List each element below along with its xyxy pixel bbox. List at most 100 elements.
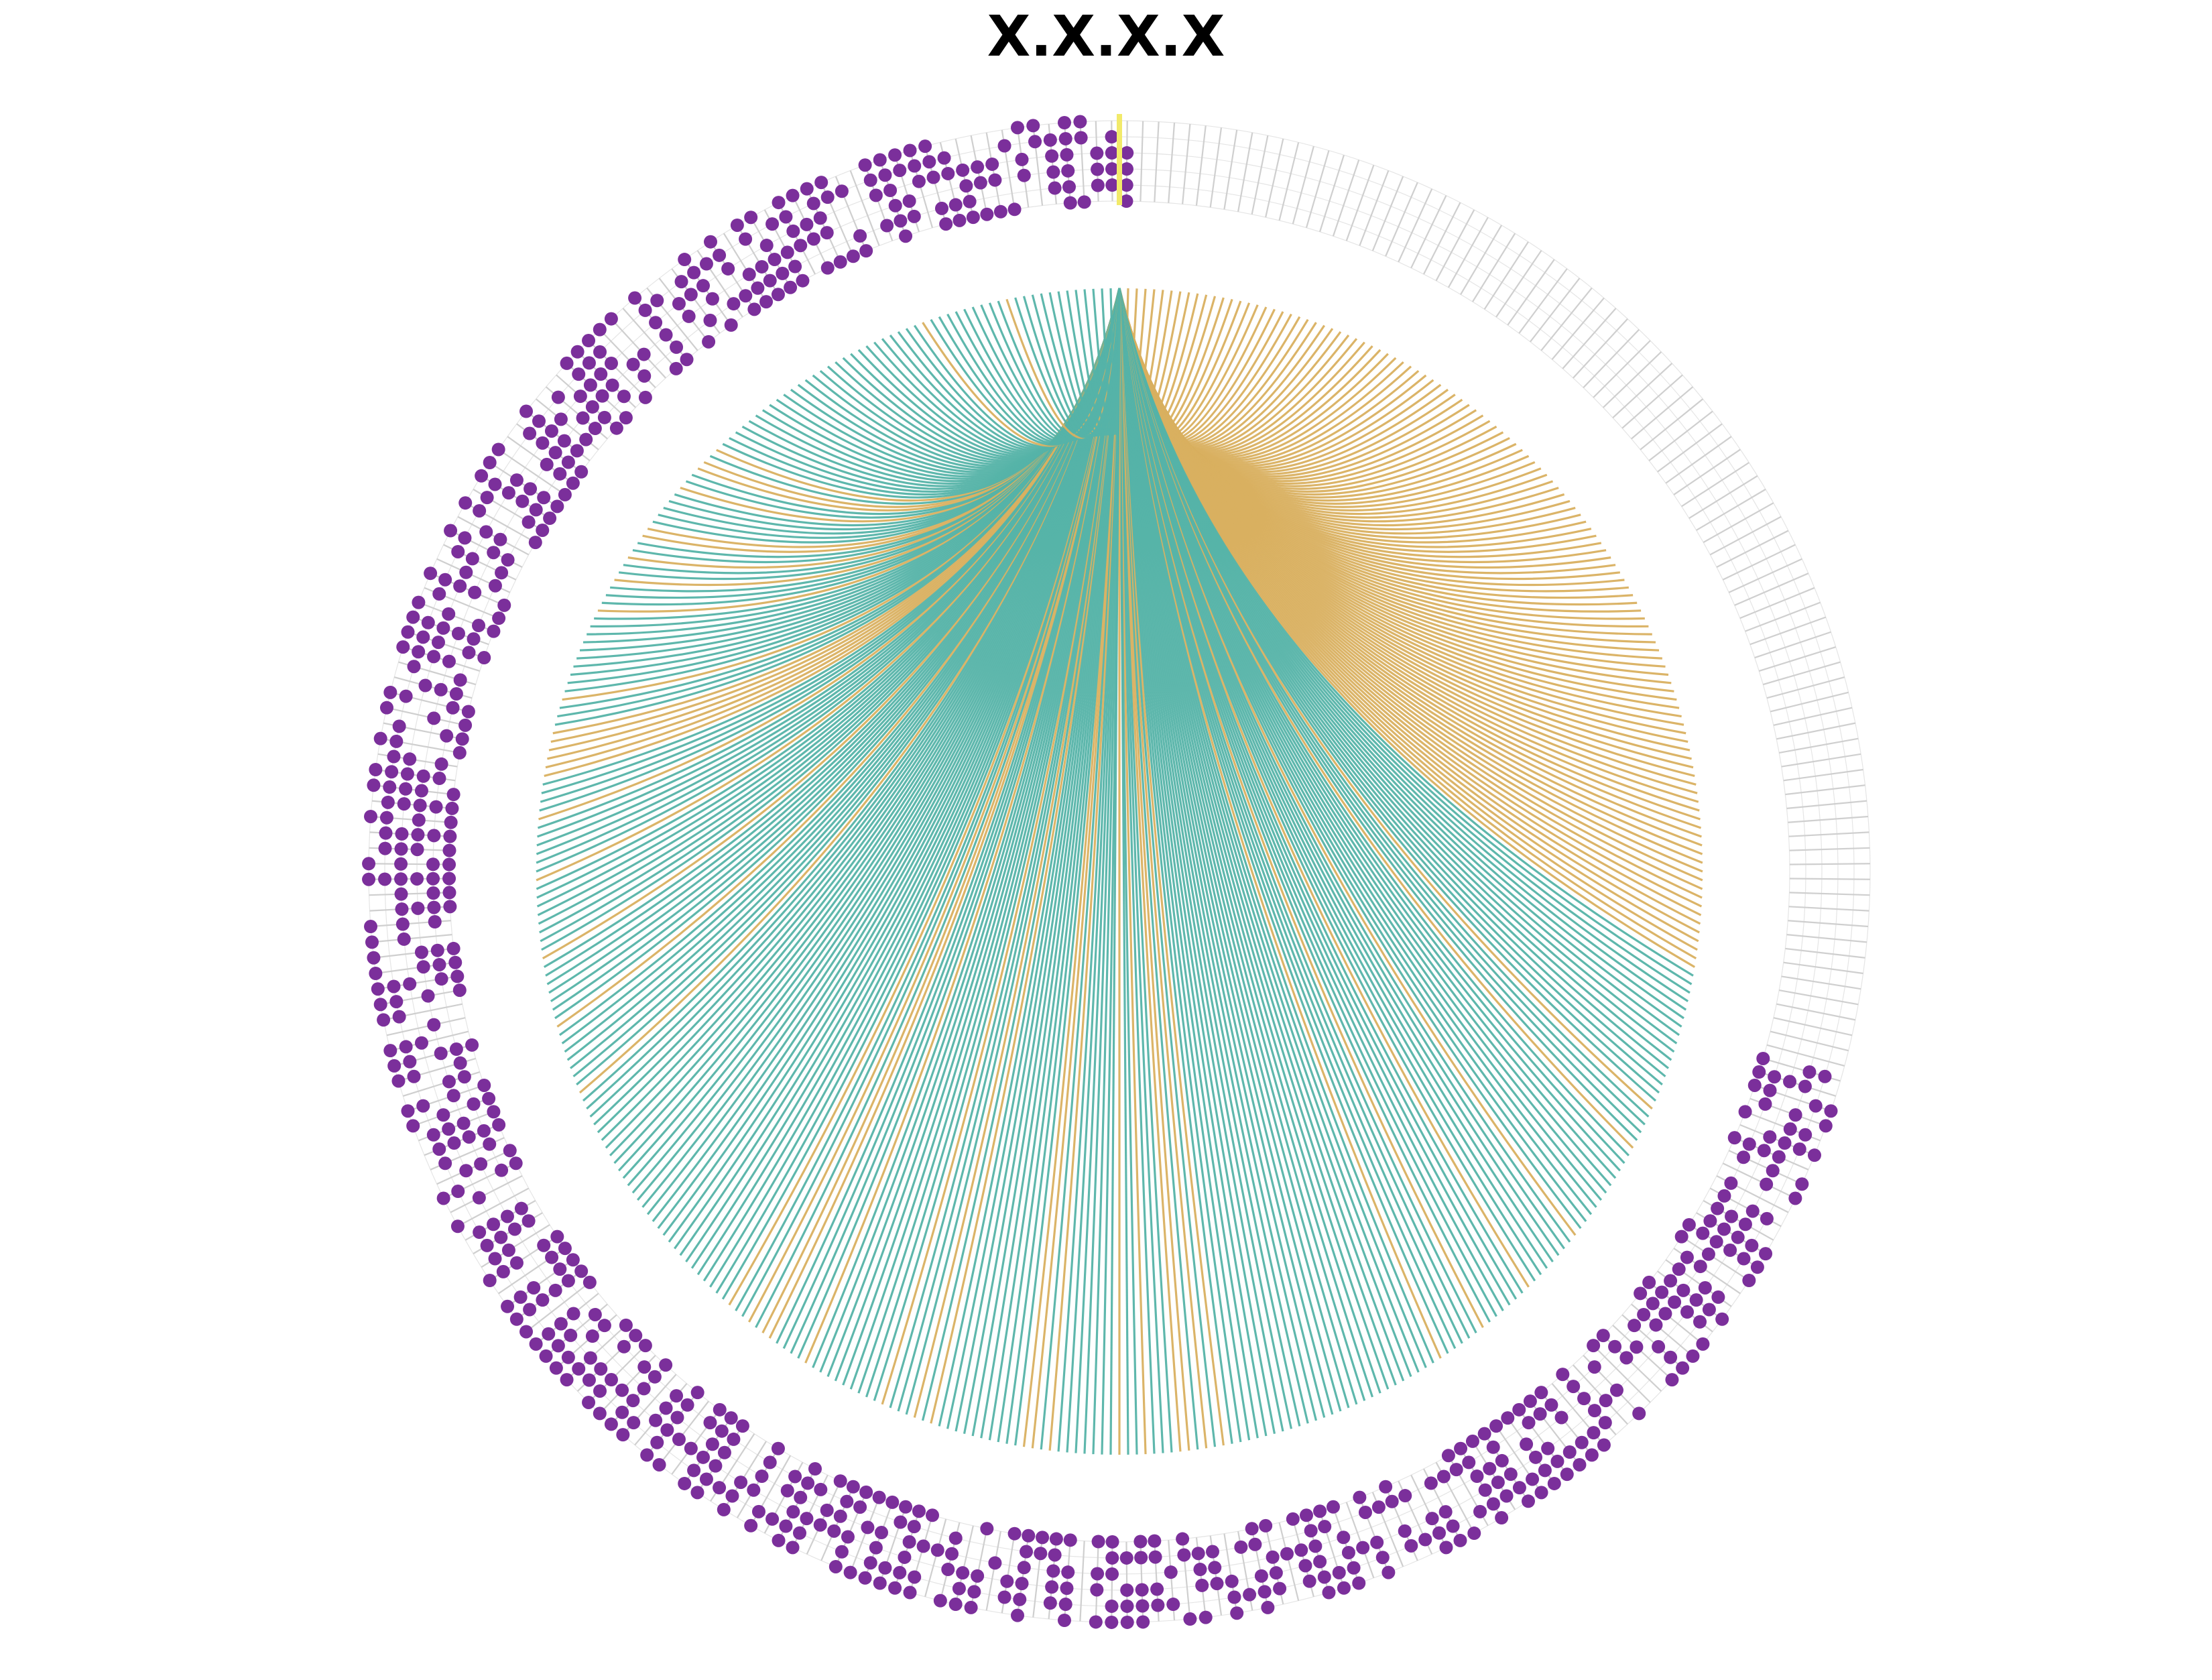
occupied-node — [1061, 164, 1075, 178]
occupied-node — [1676, 1283, 1691, 1297]
occupied-node — [704, 235, 718, 249]
outer-branch — [1518, 268, 1568, 334]
occupied-node — [597, 1319, 611, 1333]
occupied-node — [739, 232, 753, 246]
occupied-node — [381, 795, 395, 809]
occupied-node — [480, 1238, 494, 1252]
occupied-node — [394, 842, 408, 856]
occupied-node — [1703, 1214, 1717, 1228]
occupied-node — [678, 253, 692, 267]
occupied-node — [387, 1059, 402, 1073]
occupied-node — [406, 1119, 420, 1133]
occupied-node — [1523, 1394, 1537, 1408]
occupied-node — [362, 872, 376, 886]
outer-branch — [1722, 1162, 1796, 1199]
occupied-node — [1119, 162, 1133, 176]
occupied-node — [963, 194, 977, 208]
occupied-node — [1148, 1534, 1162, 1548]
occupied-node — [997, 1590, 1011, 1604]
occupied-node — [888, 1581, 902, 1595]
occupied-node — [527, 1280, 541, 1295]
occupied-node — [396, 640, 410, 654]
outer-branch — [1460, 225, 1503, 295]
occupied-node — [878, 1561, 892, 1575]
occupied-node — [1665, 1373, 1679, 1387]
occupied-node — [593, 345, 607, 359]
occupied-node — [1089, 1615, 1103, 1629]
occupied-node — [840, 1494, 854, 1508]
occupied-node — [1478, 1483, 1492, 1497]
occupied-node — [1752, 1065, 1766, 1079]
occupied-node — [1446, 1519, 1460, 1533]
occupied-node — [1017, 168, 1031, 182]
occupied-node — [863, 1556, 877, 1570]
occupied-node — [1063, 1533, 1077, 1547]
occupied-node — [696, 1450, 711, 1464]
occupied-node — [648, 1370, 662, 1384]
occupied-node — [416, 630, 430, 644]
occupied-node — [416, 960, 430, 974]
occupied-node — [682, 309, 696, 323]
occupied-node — [755, 259, 769, 274]
occupied-node — [1358, 1505, 1372, 1519]
outer-branch — [806, 1480, 841, 1555]
occupied-node — [687, 1463, 701, 1478]
occupied-node — [1105, 146, 1119, 160]
occupied-node — [796, 274, 810, 288]
occupied-node — [594, 367, 608, 381]
outer-branch — [792, 195, 828, 269]
occupied-node — [532, 414, 546, 428]
occupied-node — [1676, 1361, 1690, 1375]
outer-branch — [1640, 398, 1704, 451]
occupied-node — [452, 983, 467, 998]
outer-branch — [1722, 544, 1796, 581]
occupied-node — [1385, 1494, 1399, 1508]
occupied-node — [383, 780, 397, 794]
occupied-node — [755, 1469, 769, 1484]
occupied-node — [763, 1455, 777, 1469]
occupied-node — [514, 1201, 528, 1215]
occupied-node — [500, 1209, 514, 1223]
outer-branch — [1789, 878, 1870, 880]
outer-branch — [1789, 847, 1870, 851]
occupied-node — [1370, 1535, 1384, 1549]
occupied-node — [395, 902, 409, 916]
occupied-node — [945, 1547, 959, 1561]
outer-branch — [924, 1518, 947, 1598]
occupied-node — [1693, 1260, 1707, 1274]
occupied-node — [1819, 1119, 1833, 1133]
occupied-node — [442, 654, 456, 668]
outer-branch — [1583, 328, 1640, 389]
occupied-node — [1010, 1608, 1024, 1622]
occupied-node — [696, 279, 711, 293]
occupied-node — [421, 989, 435, 1003]
occupied-node — [626, 1394, 640, 1408]
occupied-node — [1105, 178, 1119, 192]
occupied-node — [487, 546, 501, 560]
occupied-node — [364, 809, 378, 823]
occupied-node — [507, 1222, 521, 1236]
occupied-node — [432, 772, 446, 786]
occupied-node — [1299, 1508, 1313, 1522]
occupied-node — [948, 1598, 963, 1612]
occupied-node — [1046, 165, 1060, 179]
occupied-node — [560, 356, 574, 370]
occupied-node — [1709, 1235, 1723, 1249]
occupied-node — [765, 217, 780, 231]
outer-branch — [1779, 989, 1859, 1006]
outer-branch — [1781, 753, 1861, 768]
occupied-node — [1438, 1505, 1453, 1519]
occupied-node — [436, 1191, 450, 1205]
occupied-node — [574, 1264, 589, 1278]
occupied-node — [426, 872, 440, 886]
occupied-node — [767, 252, 782, 266]
occupied-node — [475, 469, 489, 483]
occupied-node — [1672, 1262, 1686, 1276]
occupied-node — [450, 969, 465, 983]
occupied-node — [455, 732, 469, 746]
occupied-node — [1652, 1339, 1666, 1354]
occupied-node — [1534, 1486, 1548, 1500]
occupied-node — [444, 524, 458, 538]
occupied-node — [1013, 1592, 1027, 1606]
occupied-node — [1486, 1440, 1500, 1454]
